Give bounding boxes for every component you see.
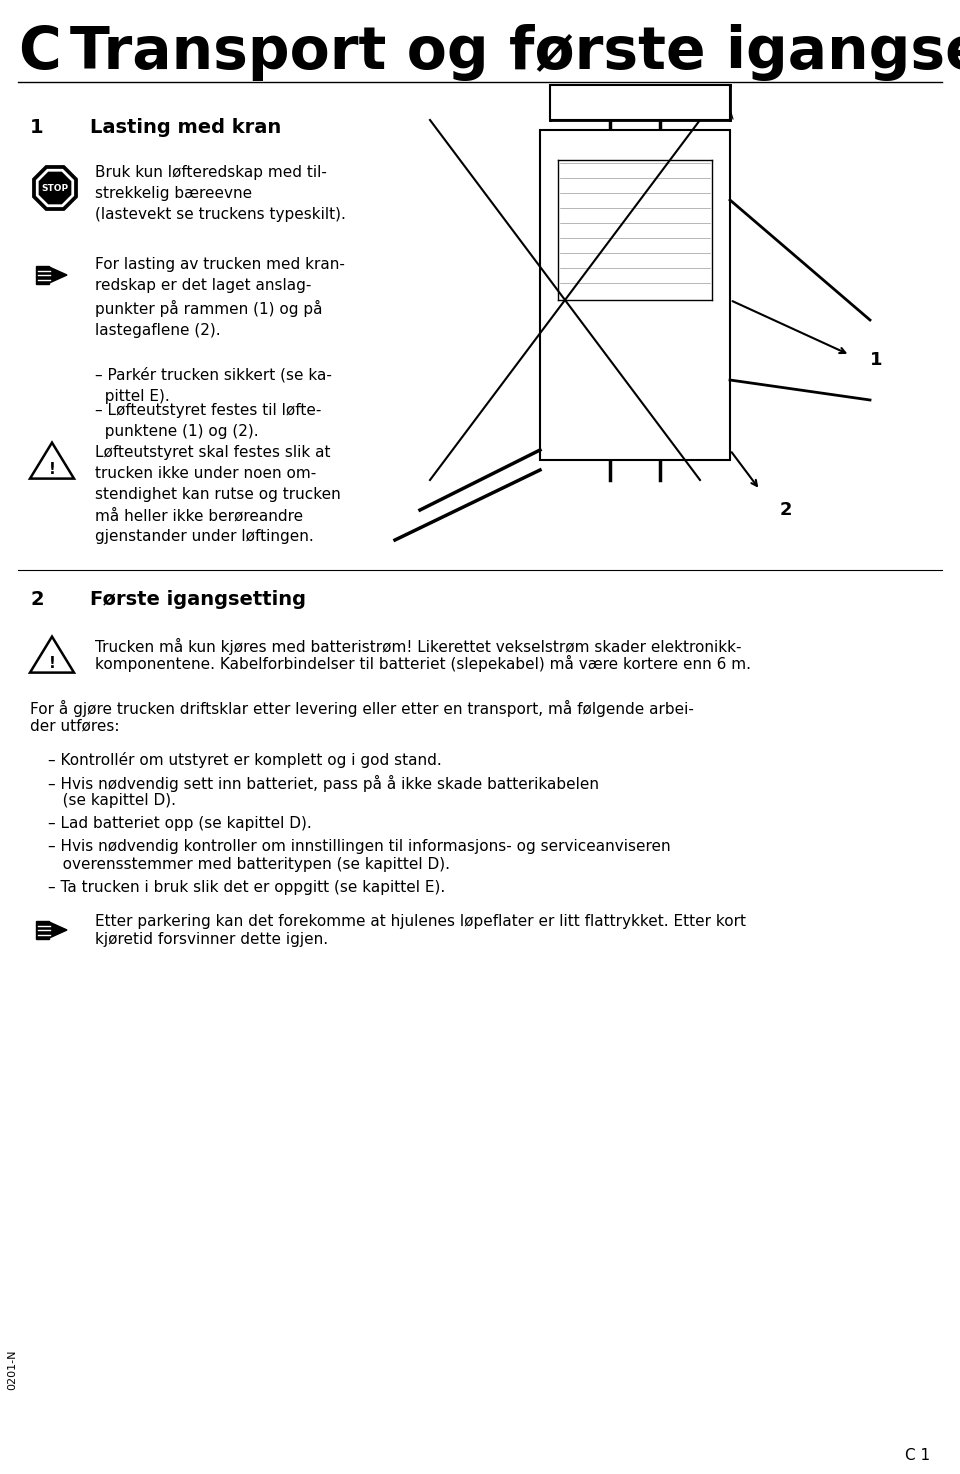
Text: – Løfteutstyret festes til løfte-
  punktene (1) og (2).: – Løfteutstyret festes til løfte- punkte… <box>95 402 322 439</box>
Polygon shape <box>540 130 730 460</box>
Text: – Hvis nødvendig sett inn batteriet, pass på å ikke skade batterikabelen: – Hvis nødvendig sett inn batteriet, pas… <box>48 775 599 792</box>
Text: !: ! <box>49 656 56 671</box>
Text: – Hvis nødvendig kontroller om innstillingen til informasjons- og serviceanviser: – Hvis nødvendig kontroller om innstilli… <box>48 839 671 853</box>
Text: overensstemmer med batteritypen (se kapittel D).: overensstemmer med batteritypen (se kapi… <box>48 856 450 873</box>
Text: – Ta trucken i bruk slik det er oppgitt (se kapittel E).: – Ta trucken i bruk slik det er oppgitt … <box>48 880 445 895</box>
Text: C: C <box>18 24 60 81</box>
Text: STOP: STOP <box>41 183 68 193</box>
Text: 1: 1 <box>30 118 43 137</box>
Text: 0201-N: 0201-N <box>7 1350 17 1390</box>
Text: C 1: C 1 <box>905 1447 930 1462</box>
Text: Etter parkering kan det forekomme at hjulenes løpeflater er litt flattrykket. Et: Etter parkering kan det forekomme at hju… <box>95 914 746 929</box>
Text: 2: 2 <box>780 501 793 519</box>
Polygon shape <box>33 167 77 211</box>
Text: !: ! <box>49 463 56 478</box>
Text: Trucken må kun kjøres med batteristrøm! Likerettet vekselstrøm skader elektronik: Trucken må kun kjøres med batteristrøm! … <box>95 638 741 654</box>
FancyBboxPatch shape <box>36 921 49 939</box>
FancyBboxPatch shape <box>36 265 49 284</box>
Text: For lasting av trucken med kran-
redskap er det laget anslag-
punkter på rammen : For lasting av trucken med kran- redskap… <box>95 256 345 338</box>
Polygon shape <box>30 637 74 672</box>
Text: 2: 2 <box>30 590 43 609</box>
Text: 1: 1 <box>870 351 882 368</box>
Text: – Lad batteriet opp (se kapittel D).: – Lad batteriet opp (se kapittel D). <box>48 817 312 831</box>
Polygon shape <box>49 267 67 283</box>
Text: komponentene. Kabelforbindelser til batteriet (slepekabel) må være kortere enn 6: komponentene. Kabelforbindelser til batt… <box>95 654 751 672</box>
Text: Lasting med kran: Lasting med kran <box>90 118 281 137</box>
Text: – Kontrollér om utstyret er komplett og i god stand.: – Kontrollér om utstyret er komplett og … <box>48 752 442 768</box>
Text: kjøretid forsvinner dette igjen.: kjøretid forsvinner dette igjen. <box>95 932 328 946</box>
Polygon shape <box>37 171 73 206</box>
Polygon shape <box>550 85 730 119</box>
Text: Løfteutstyret skal festes slik at
trucken ikke under noen om-
stendighet kan rut: Løfteutstyret skal festes slik at trucke… <box>95 445 341 544</box>
Polygon shape <box>30 442 74 479</box>
Text: Transport og første igangsetting: Transport og første igangsetting <box>70 24 960 81</box>
Text: (se kapittel D).: (se kapittel D). <box>48 793 176 808</box>
Polygon shape <box>49 921 67 937</box>
Text: Første igangsetting: Første igangsetting <box>90 590 306 609</box>
Text: – Parkér trucken sikkert (se ka-
  pittel E).: – Parkér trucken sikkert (se ka- pittel … <box>95 367 332 404</box>
Text: der utføres:: der utføres: <box>30 718 119 733</box>
Text: For å gjøre trucken driftsklar etter levering eller etter en transport, må følge: For å gjøre trucken driftsklar etter lev… <box>30 700 694 716</box>
Text: Bruk kun løfteredskap med til-
strekkelig bæreevne
(lastevekt se truckens typesk: Bruk kun løfteredskap med til- strekkeli… <box>95 165 346 223</box>
